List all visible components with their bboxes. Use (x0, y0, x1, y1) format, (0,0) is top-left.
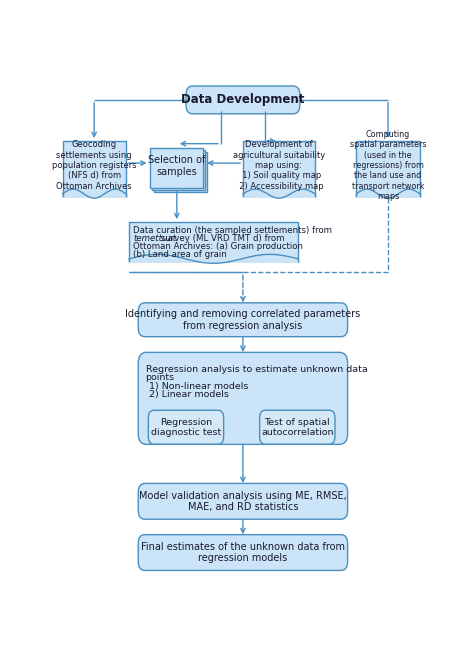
Text: points: points (146, 373, 175, 382)
Text: Model validation analysis using ME, RMSE,
MAE, and RD statistics: Model validation analysis using ME, RMSE… (139, 490, 347, 512)
Text: Regression
diagnostic test: Regression diagnostic test (151, 417, 221, 437)
FancyBboxPatch shape (186, 86, 300, 114)
Bar (129, 222, 298, 261)
Text: Computing
spatial parameters
(used in the
regressions) from
the land use and
tra: Computing spatial parameters (used in th… (350, 130, 426, 202)
Bar (154, 152, 207, 193)
Text: Development of
agricultural suitability
map using:
  1) Soil quality map
  2) Ac: Development of agricultural suitability … (233, 140, 325, 191)
Text: temettuat: temettuat (134, 234, 177, 243)
Text: Ottoman Archives: (a) Grain production: Ottoman Archives: (a) Grain production (134, 242, 303, 251)
Bar (63, 141, 126, 196)
Text: 2) Linear models: 2) Linear models (149, 390, 229, 399)
Text: survey (ML VRD TMT d) from: survey (ML VRD TMT d) from (158, 234, 285, 243)
Bar (243, 141, 315, 196)
Text: Regression analysis to estimate unknown data: Regression analysis to estimate unknown … (146, 365, 367, 374)
FancyBboxPatch shape (138, 535, 347, 570)
Bar (150, 148, 203, 189)
Text: Selection of
samples: Selection of samples (148, 155, 206, 177)
Text: Final estimates of the unknown data from
regression models: Final estimates of the unknown data from… (141, 542, 345, 563)
Bar (152, 150, 205, 191)
Text: Test of spatial
autocorrelation: Test of spatial autocorrelation (261, 417, 334, 437)
Text: Geocoding
settlements using
population registers
(NFS d) from
Ottoman Archives: Geocoding settlements using population r… (52, 140, 137, 191)
FancyBboxPatch shape (148, 410, 224, 444)
FancyBboxPatch shape (138, 352, 347, 444)
Text: 1) Non-linear models: 1) Non-linear models (149, 382, 249, 391)
FancyBboxPatch shape (138, 483, 347, 519)
FancyBboxPatch shape (260, 410, 335, 444)
Bar (356, 141, 419, 196)
FancyBboxPatch shape (138, 303, 347, 337)
Text: Data curation (the sampled settlements) from: Data curation (the sampled settlements) … (134, 225, 332, 234)
Text: (b) Land area of grain: (b) Land area of grain (134, 249, 227, 258)
Text: Identifying and removing correlated parameters
from regression analysis: Identifying and removing correlated para… (125, 309, 361, 331)
Text: Data Development: Data Development (181, 94, 305, 107)
